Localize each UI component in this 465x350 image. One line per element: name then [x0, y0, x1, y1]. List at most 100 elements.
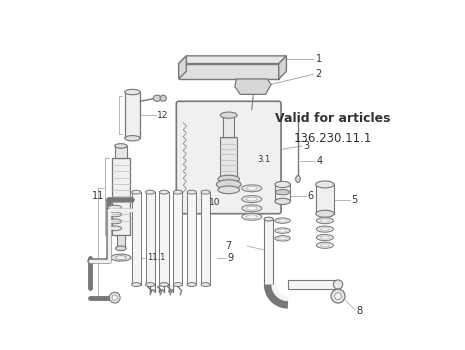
Ellipse shape — [108, 219, 122, 224]
Ellipse shape — [275, 218, 290, 223]
Ellipse shape — [111, 254, 131, 261]
Ellipse shape — [331, 289, 345, 303]
Ellipse shape — [275, 198, 290, 204]
Bar — [179, 104, 279, 211]
Text: 136.230.11.1: 136.230.11.1 — [293, 132, 372, 145]
Ellipse shape — [333, 280, 343, 289]
Text: Valid for articles: Valid for articles — [275, 112, 391, 126]
Ellipse shape — [115, 144, 127, 148]
Bar — [112, 158, 130, 234]
Text: 11: 11 — [92, 191, 104, 201]
Ellipse shape — [320, 228, 330, 231]
Ellipse shape — [242, 196, 262, 203]
Polygon shape — [235, 79, 271, 95]
Text: 1: 1 — [316, 54, 322, 64]
Bar — [132, 192, 141, 285]
Ellipse shape — [242, 185, 262, 192]
Bar — [146, 192, 155, 285]
Ellipse shape — [173, 283, 182, 286]
Bar — [316, 184, 334, 214]
Text: 6: 6 — [307, 191, 313, 201]
Ellipse shape — [246, 206, 257, 210]
Ellipse shape — [317, 226, 333, 232]
Ellipse shape — [275, 181, 290, 188]
Ellipse shape — [320, 219, 330, 222]
Ellipse shape — [334, 293, 341, 300]
Bar — [288, 280, 338, 289]
Ellipse shape — [146, 190, 155, 194]
Bar — [159, 192, 169, 285]
Ellipse shape — [201, 190, 210, 194]
Ellipse shape — [275, 236, 290, 241]
Ellipse shape — [279, 219, 287, 222]
Ellipse shape — [201, 283, 210, 286]
Ellipse shape — [159, 190, 169, 194]
Ellipse shape — [242, 213, 262, 220]
Polygon shape — [179, 56, 186, 79]
Ellipse shape — [320, 236, 330, 239]
Ellipse shape — [317, 242, 333, 248]
Ellipse shape — [108, 205, 122, 210]
Ellipse shape — [112, 295, 118, 300]
Bar — [117, 234, 125, 248]
Ellipse shape — [125, 89, 140, 95]
Text: 5: 5 — [351, 195, 358, 205]
Polygon shape — [179, 56, 286, 64]
Ellipse shape — [187, 190, 196, 194]
Ellipse shape — [216, 180, 241, 189]
Bar — [173, 192, 182, 285]
Ellipse shape — [218, 175, 239, 183]
Text: 7: 7 — [226, 241, 232, 251]
Ellipse shape — [153, 95, 161, 101]
Text: 9: 9 — [227, 253, 233, 262]
Bar — [275, 184, 290, 201]
Ellipse shape — [159, 283, 169, 286]
Ellipse shape — [246, 186, 257, 190]
Ellipse shape — [276, 189, 290, 195]
Ellipse shape — [320, 244, 330, 247]
Text: 2: 2 — [316, 69, 322, 79]
Ellipse shape — [146, 283, 155, 286]
Ellipse shape — [316, 181, 334, 188]
Ellipse shape — [132, 190, 141, 194]
Text: 12: 12 — [157, 111, 168, 120]
Ellipse shape — [279, 229, 287, 232]
Bar — [220, 137, 237, 179]
Text: 3.1: 3.1 — [257, 155, 271, 164]
Ellipse shape — [264, 217, 273, 221]
Ellipse shape — [317, 234, 333, 241]
Ellipse shape — [296, 176, 300, 183]
Bar — [115, 146, 127, 158]
Ellipse shape — [115, 256, 126, 260]
Ellipse shape — [132, 283, 141, 286]
Bar — [264, 219, 273, 285]
Text: 10: 10 — [209, 198, 221, 206]
Ellipse shape — [246, 215, 257, 219]
Ellipse shape — [246, 197, 257, 201]
Ellipse shape — [109, 292, 120, 303]
Ellipse shape — [242, 205, 262, 212]
Text: 3: 3 — [303, 141, 310, 151]
Ellipse shape — [125, 135, 140, 141]
Bar — [201, 192, 210, 285]
Ellipse shape — [160, 95, 166, 101]
Text: 11.1: 11.1 — [147, 253, 166, 262]
Ellipse shape — [279, 237, 287, 240]
Ellipse shape — [218, 186, 239, 194]
Polygon shape — [179, 64, 279, 79]
Ellipse shape — [108, 226, 122, 231]
Bar — [187, 192, 196, 285]
Text: 4: 4 — [317, 156, 323, 166]
Bar — [223, 115, 234, 138]
Ellipse shape — [108, 212, 122, 217]
Ellipse shape — [220, 112, 237, 118]
Ellipse shape — [115, 246, 126, 251]
Text: 8: 8 — [357, 307, 363, 316]
FancyBboxPatch shape — [176, 101, 281, 214]
Ellipse shape — [275, 228, 290, 233]
Ellipse shape — [316, 210, 334, 217]
Polygon shape — [279, 56, 286, 79]
Ellipse shape — [187, 283, 196, 286]
Bar — [125, 92, 140, 138]
Ellipse shape — [317, 218, 333, 224]
